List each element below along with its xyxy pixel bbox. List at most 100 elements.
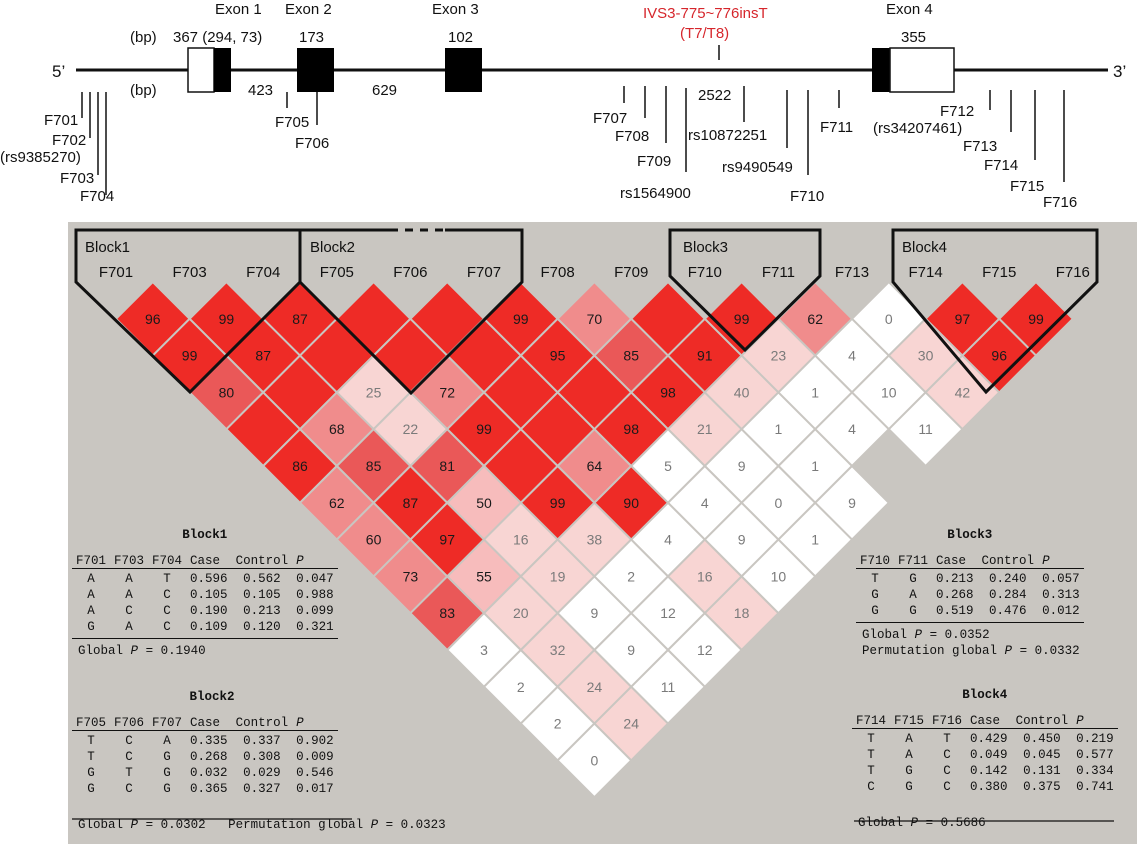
ld-value: 73 bbox=[403, 568, 419, 584]
ld-value: 98 bbox=[623, 421, 639, 437]
ld-cell bbox=[556, 722, 633, 799]
cell: C bbox=[148, 619, 187, 639]
cell: 0.380 bbox=[970, 780, 1008, 794]
ld-value: 72 bbox=[439, 384, 455, 400]
exon4-size: 355 bbox=[901, 29, 926, 46]
ld-value: 23 bbox=[771, 348, 787, 364]
cell: T bbox=[125, 766, 133, 780]
cell: C bbox=[943, 748, 951, 762]
block1-outline bbox=[74, 228, 302, 395]
cell: T bbox=[871, 572, 879, 586]
col-header: Case bbox=[186, 716, 232, 731]
ld-value: 18 bbox=[734, 605, 750, 621]
cell: G bbox=[856, 603, 895, 623]
col-header: Control bbox=[231, 716, 293, 731]
cell: 0.213 bbox=[243, 604, 281, 618]
cell: 0.017 bbox=[296, 782, 334, 796]
exon4-box bbox=[889, 47, 955, 93]
cell: A bbox=[87, 604, 95, 618]
ld-value: 91 bbox=[697, 348, 713, 364]
exon3-box bbox=[445, 48, 482, 92]
cell: 0.219 bbox=[1076, 732, 1114, 746]
cell: 0.109 bbox=[186, 619, 232, 639]
ld-value: 83 bbox=[439, 605, 455, 621]
block4-global-p: Global P = 0.5686 bbox=[858, 816, 986, 830]
block4-table-title: Block4 bbox=[962, 688, 1008, 702]
cell: G bbox=[909, 572, 917, 586]
cell: 0.045 bbox=[1023, 748, 1061, 762]
intron2-length: 629 bbox=[372, 82, 397, 99]
haplotype-table: F710 F711 Case Control P T G 0.213 0.240 0.0… bbox=[856, 554, 1084, 623]
cell: 0.012 bbox=[1038, 603, 1084, 623]
marker-label: F713 bbox=[835, 264, 869, 281]
ld-value: 30 bbox=[918, 348, 934, 364]
ld-value: 16 bbox=[513, 532, 529, 548]
exon1-coding bbox=[214, 48, 231, 92]
col-header: Case bbox=[966, 714, 1012, 729]
exon2-box bbox=[297, 48, 334, 92]
cell: A bbox=[125, 588, 133, 602]
cell: 0.365 bbox=[190, 782, 228, 796]
cell: G bbox=[163, 782, 171, 796]
ld-value: 9 bbox=[591, 605, 599, 621]
ld-value: 9 bbox=[627, 642, 635, 658]
exon1-size: 367 (294, 73) bbox=[173, 29, 262, 46]
snp-label: F705 bbox=[275, 114, 309, 131]
cell: C bbox=[125, 734, 133, 748]
cell: C bbox=[867, 780, 875, 794]
block1-global-p: Global P = 0.1940 bbox=[78, 644, 206, 658]
cell: 0.213 bbox=[936, 572, 974, 586]
ld-value: 62 bbox=[329, 495, 345, 511]
ld-value: 95 bbox=[550, 348, 566, 364]
snp-label: rs9490549 bbox=[722, 159, 793, 176]
bp-label-top: (bp) bbox=[130, 29, 157, 46]
snp-label: rs10872251 bbox=[688, 127, 767, 144]
cell: 0.308 bbox=[243, 750, 281, 764]
ld-value: 64 bbox=[587, 458, 603, 474]
ld-value: 25 bbox=[366, 384, 382, 400]
cell: 0.327 bbox=[243, 782, 281, 796]
col-header: Control bbox=[231, 554, 293, 569]
cell: T bbox=[867, 732, 875, 746]
marker-label: F707 bbox=[467, 264, 501, 281]
snp-label: rs1564900 bbox=[620, 185, 691, 202]
ld-value: 1 bbox=[811, 384, 819, 400]
cell: A bbox=[110, 619, 149, 639]
cell: G bbox=[163, 766, 171, 780]
ld-value: 68 bbox=[329, 421, 345, 437]
marker-label: F706 bbox=[393, 264, 427, 281]
snp-label: F716 bbox=[1043, 194, 1077, 211]
ld-value: 0 bbox=[591, 752, 599, 768]
ld-value: 0 bbox=[775, 495, 783, 511]
ld-value: 0 bbox=[885, 311, 893, 327]
cell: 0.546 bbox=[296, 766, 334, 780]
cell: 0.562 bbox=[243, 572, 281, 586]
cell: 0.120 bbox=[231, 619, 293, 639]
marker-label: F708 bbox=[540, 264, 574, 281]
cell: 0.268 bbox=[190, 750, 228, 764]
ld-value: 85 bbox=[623, 348, 639, 364]
block4-title: Block4 bbox=[902, 239, 947, 256]
cell: T bbox=[867, 748, 875, 762]
ld-value: 99 bbox=[182, 348, 198, 364]
exon1-box bbox=[187, 47, 215, 93]
ld-value: 85 bbox=[366, 458, 382, 474]
block3-title: Block3 bbox=[683, 239, 728, 256]
snp-label: F710 bbox=[790, 188, 824, 205]
gene-structure: 5’ 3’ Exon 1 367 (294, 73) Exon 2 173 Ex… bbox=[0, 1, 1126, 211]
cell: T bbox=[943, 732, 951, 746]
block3-haplotype-table: Block3 F710 F711 Case Control P T G 0.213 0… bbox=[856, 528, 1084, 659]
ld-cell bbox=[887, 390, 964, 468]
ld-value: 32 bbox=[550, 642, 566, 658]
cell: 0.047 bbox=[296, 572, 334, 586]
cell: G bbox=[87, 782, 95, 796]
ld-value: 1 bbox=[775, 421, 783, 437]
cell: 0.240 bbox=[989, 572, 1027, 586]
ld-value: 99 bbox=[1028, 311, 1044, 327]
snp-label: (rs34207461) bbox=[873, 120, 962, 137]
snp-label: F706 bbox=[295, 135, 329, 152]
cell: A bbox=[905, 748, 913, 762]
cell: T bbox=[87, 734, 95, 748]
